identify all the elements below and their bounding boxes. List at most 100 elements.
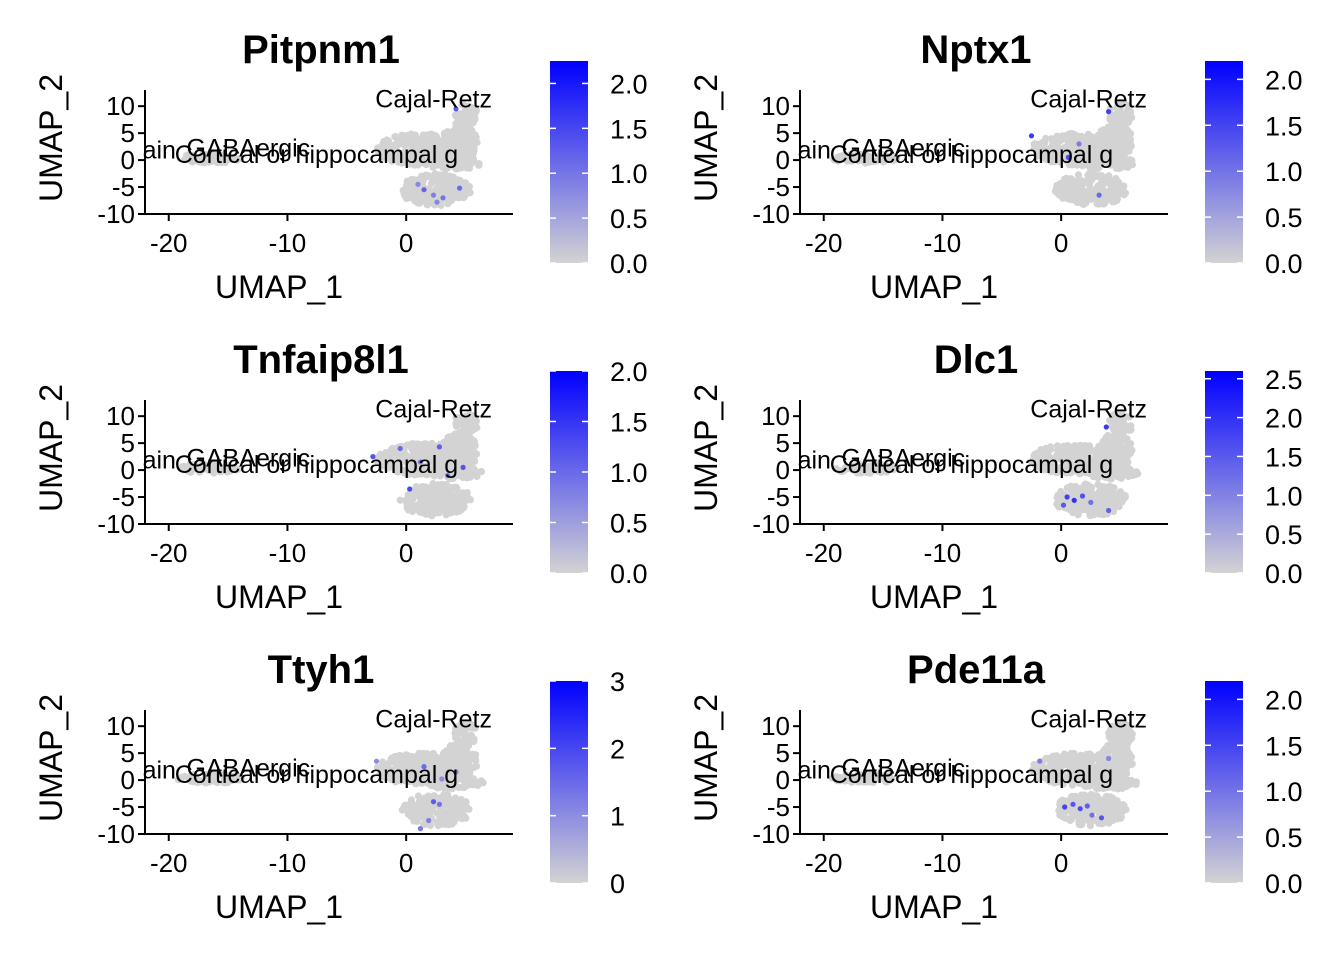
cell-point — [405, 454, 413, 463]
x-tick-label: 0 — [1054, 538, 1068, 568]
cell-point — [1115, 416, 1123, 424]
cell-point — [1124, 118, 1132, 126]
cell-point — [1117, 474, 1125, 482]
y-tick-label: -10 — [97, 509, 135, 539]
cell-point — [889, 153, 897, 161]
x-axis-title: UMAP_1 — [870, 579, 998, 615]
cell-point — [1124, 439, 1132, 447]
colorbar-tick-label: 1.5 — [610, 408, 648, 438]
cluster-label: Cortical or hippocampal g — [830, 141, 1113, 169]
cell-point — [400, 150, 408, 158]
colorbar-tick-label: 0.0 — [1265, 559, 1303, 589]
y-tick-label: -5 — [112, 482, 135, 512]
cell-cloud — [174, 719, 487, 832]
cell-point — [463, 756, 471, 764]
cell-point — [440, 749, 448, 757]
cell-point — [443, 128, 452, 136]
cell-point — [402, 751, 410, 759]
cell-point — [453, 752, 461, 760]
cell-point — [1109, 507, 1118, 516]
cell-point — [1102, 440, 1111, 448]
expressing-cell-point — [417, 459, 423, 465]
cell-point — [396, 496, 404, 504]
cell-point — [451, 451, 459, 459]
cell-point — [423, 147, 431, 155]
panel-title: Dlc1 — [934, 338, 1019, 382]
cluster-label: ain — [143, 137, 176, 165]
colorbar: 2.52.01.51.00.50.0 — [1205, 365, 1303, 589]
cell-cloud — [828, 720, 1140, 830]
cell-point — [1119, 431, 1127, 439]
cell-point — [1036, 464, 1044, 472]
cell-point — [1030, 761, 1038, 769]
cell-point — [1079, 160, 1087, 168]
cell-point — [415, 761, 423, 769]
cell-point — [1095, 132, 1103, 140]
cell-point — [402, 138, 411, 146]
cell-point — [1033, 152, 1042, 160]
cluster-label: GABAergic — [187, 444, 311, 472]
cell-point — [428, 135, 436, 144]
cell-point — [200, 778, 208, 786]
cell-point — [837, 774, 845, 782]
cell-point — [1071, 179, 1080, 187]
cell-point — [1075, 820, 1083, 829]
expressing-cell-point — [453, 106, 459, 112]
cell-point — [473, 450, 481, 458]
cell-point — [1062, 760, 1070, 768]
cell-point — [1059, 780, 1067, 788]
panel-title: Nptx1 — [920, 28, 1031, 72]
cell-point — [1077, 764, 1085, 772]
colorbar-tick-label: 2.5 — [1265, 365, 1303, 395]
cell-point — [429, 504, 437, 512]
cell-point — [1090, 171, 1098, 179]
colorbar-gradient — [1205, 61, 1243, 263]
expressing-cell-point — [417, 826, 423, 832]
cell-point — [1085, 761, 1094, 769]
cell-point — [1103, 775, 1111, 783]
cell-point — [411, 135, 420, 143]
cell-point — [470, 465, 478, 473]
y-tick-label: -5 — [112, 792, 135, 822]
colorbar: 2.01.51.00.50.0 — [1205, 61, 1303, 279]
expressing-cell-point — [1028, 133, 1035, 139]
cluster-label: GABAergic — [187, 754, 311, 782]
x-tick-label: -10 — [924, 848, 962, 878]
cell-point — [1089, 156, 1097, 164]
cell-point — [1047, 156, 1055, 164]
expressing-cell-point — [1062, 804, 1068, 810]
cell-point — [465, 182, 473, 191]
expressing-cell-point — [430, 192, 437, 198]
cell-point — [466, 451, 474, 459]
expressing-cell-point — [1106, 507, 1112, 514]
cell-point — [218, 467, 226, 475]
cell-point — [419, 131, 427, 139]
y-axis-title: UMAP_2 — [33, 694, 69, 822]
cell-point — [423, 194, 431, 202]
cluster-label: GABAergic — [842, 134, 966, 162]
cell-point — [436, 814, 444, 822]
panel-title: Pitpnm1 — [242, 28, 400, 72]
cell-point — [1117, 778, 1125, 786]
cell-point — [1114, 190, 1122, 198]
cell-point — [1127, 142, 1135, 150]
cell-point — [463, 750, 471, 758]
cell-point — [1120, 190, 1128, 198]
cell-point — [477, 468, 485, 476]
cell-point — [1113, 118, 1121, 126]
expressing-cell-point — [370, 454, 376, 460]
cell-point — [450, 462, 458, 470]
colorbar-tick-label: 3 — [610, 667, 625, 697]
cluster-label: ain — [798, 757, 831, 785]
cell-point — [198, 461, 206, 469]
panel-title: Tnfaip8l1 — [233, 338, 409, 382]
colorbar-tick-label: 1 — [610, 802, 625, 832]
cell-point — [1078, 812, 1086, 820]
cell-point — [409, 465, 417, 473]
cell-point — [1085, 149, 1093, 157]
expressing-cell-point — [415, 181, 421, 187]
cell-point — [1086, 465, 1095, 473]
x-tick-label: -20 — [805, 228, 843, 258]
